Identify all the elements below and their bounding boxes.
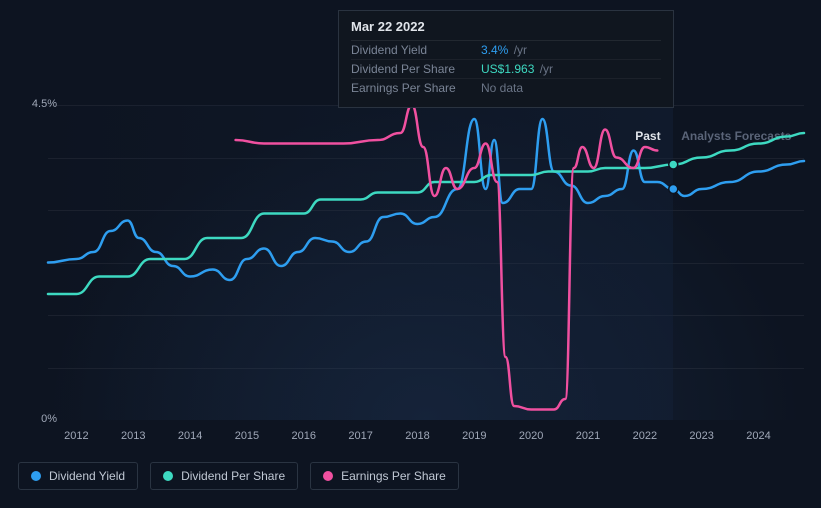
chart-tooltip: Mar 22 2022 Dividend Yield3.4% /yrDivide… bbox=[338, 10, 674, 108]
x-axis-label: 2024 bbox=[746, 430, 770, 442]
legend-label: Dividend Per Share bbox=[181, 469, 285, 483]
tooltip-value: 3.4% /yr bbox=[481, 43, 527, 57]
x-axis-label: 2023 bbox=[689, 430, 713, 442]
x-axis-label: 2015 bbox=[235, 430, 259, 442]
legend-item-dividend_yield[interactable]: Dividend Yield bbox=[18, 462, 138, 490]
tooltip-row: Earnings Per ShareNo data bbox=[351, 78, 661, 97]
tooltip-key: Dividend Yield bbox=[351, 43, 481, 57]
x-axis-label: 2020 bbox=[519, 430, 543, 442]
x-axis-label: 2022 bbox=[633, 430, 657, 442]
legend-item-dividend_per_share[interactable]: Dividend Per Share bbox=[150, 462, 298, 490]
legend-label: Earnings Per Share bbox=[341, 469, 446, 483]
x-axis-label: 2012 bbox=[64, 430, 88, 442]
series-line-earnings_per_share bbox=[236, 105, 658, 410]
series-marker-dividend_per_share bbox=[669, 160, 678, 169]
tooltip-row: Dividend Per ShareUS$1.963 /yr bbox=[351, 59, 661, 78]
tooltip-key: Dividend Per Share bbox=[351, 62, 481, 76]
chart-lines bbox=[48, 105, 804, 420]
x-axis-label: 2016 bbox=[292, 430, 316, 442]
x-axis-label: 2018 bbox=[405, 430, 429, 442]
x-axis-label: 2013 bbox=[121, 430, 145, 442]
legend-item-earnings_per_share[interactable]: Earnings Per Share bbox=[310, 462, 459, 490]
tooltip-key: Earnings Per Share bbox=[351, 81, 481, 95]
series-line-dividend_yield bbox=[48, 119, 804, 280]
tooltip-value: US$1.963 /yr bbox=[481, 62, 553, 76]
tooltip-date: Mar 22 2022 bbox=[351, 19, 661, 34]
x-axis-label: 2014 bbox=[178, 430, 202, 442]
series-marker-dividend_yield bbox=[669, 185, 678, 194]
legend-dot-icon bbox=[323, 471, 333, 481]
legend-label: Dividend Yield bbox=[49, 469, 125, 483]
x-axis-label: 2021 bbox=[576, 430, 600, 442]
tooltip-row: Dividend Yield3.4% /yr bbox=[351, 40, 661, 59]
legend-dot-icon bbox=[163, 471, 173, 481]
tooltip-value: No data bbox=[481, 81, 523, 95]
chart-legend: Dividend Yield Dividend Per Share Earnings… bbox=[18, 462, 459, 490]
legend-dot-icon bbox=[31, 471, 41, 481]
chart-area[interactable]: Past Analysts Forecasts bbox=[48, 105, 804, 420]
x-axis-label: 2017 bbox=[348, 430, 372, 442]
x-axis-label: 2019 bbox=[462, 430, 486, 442]
